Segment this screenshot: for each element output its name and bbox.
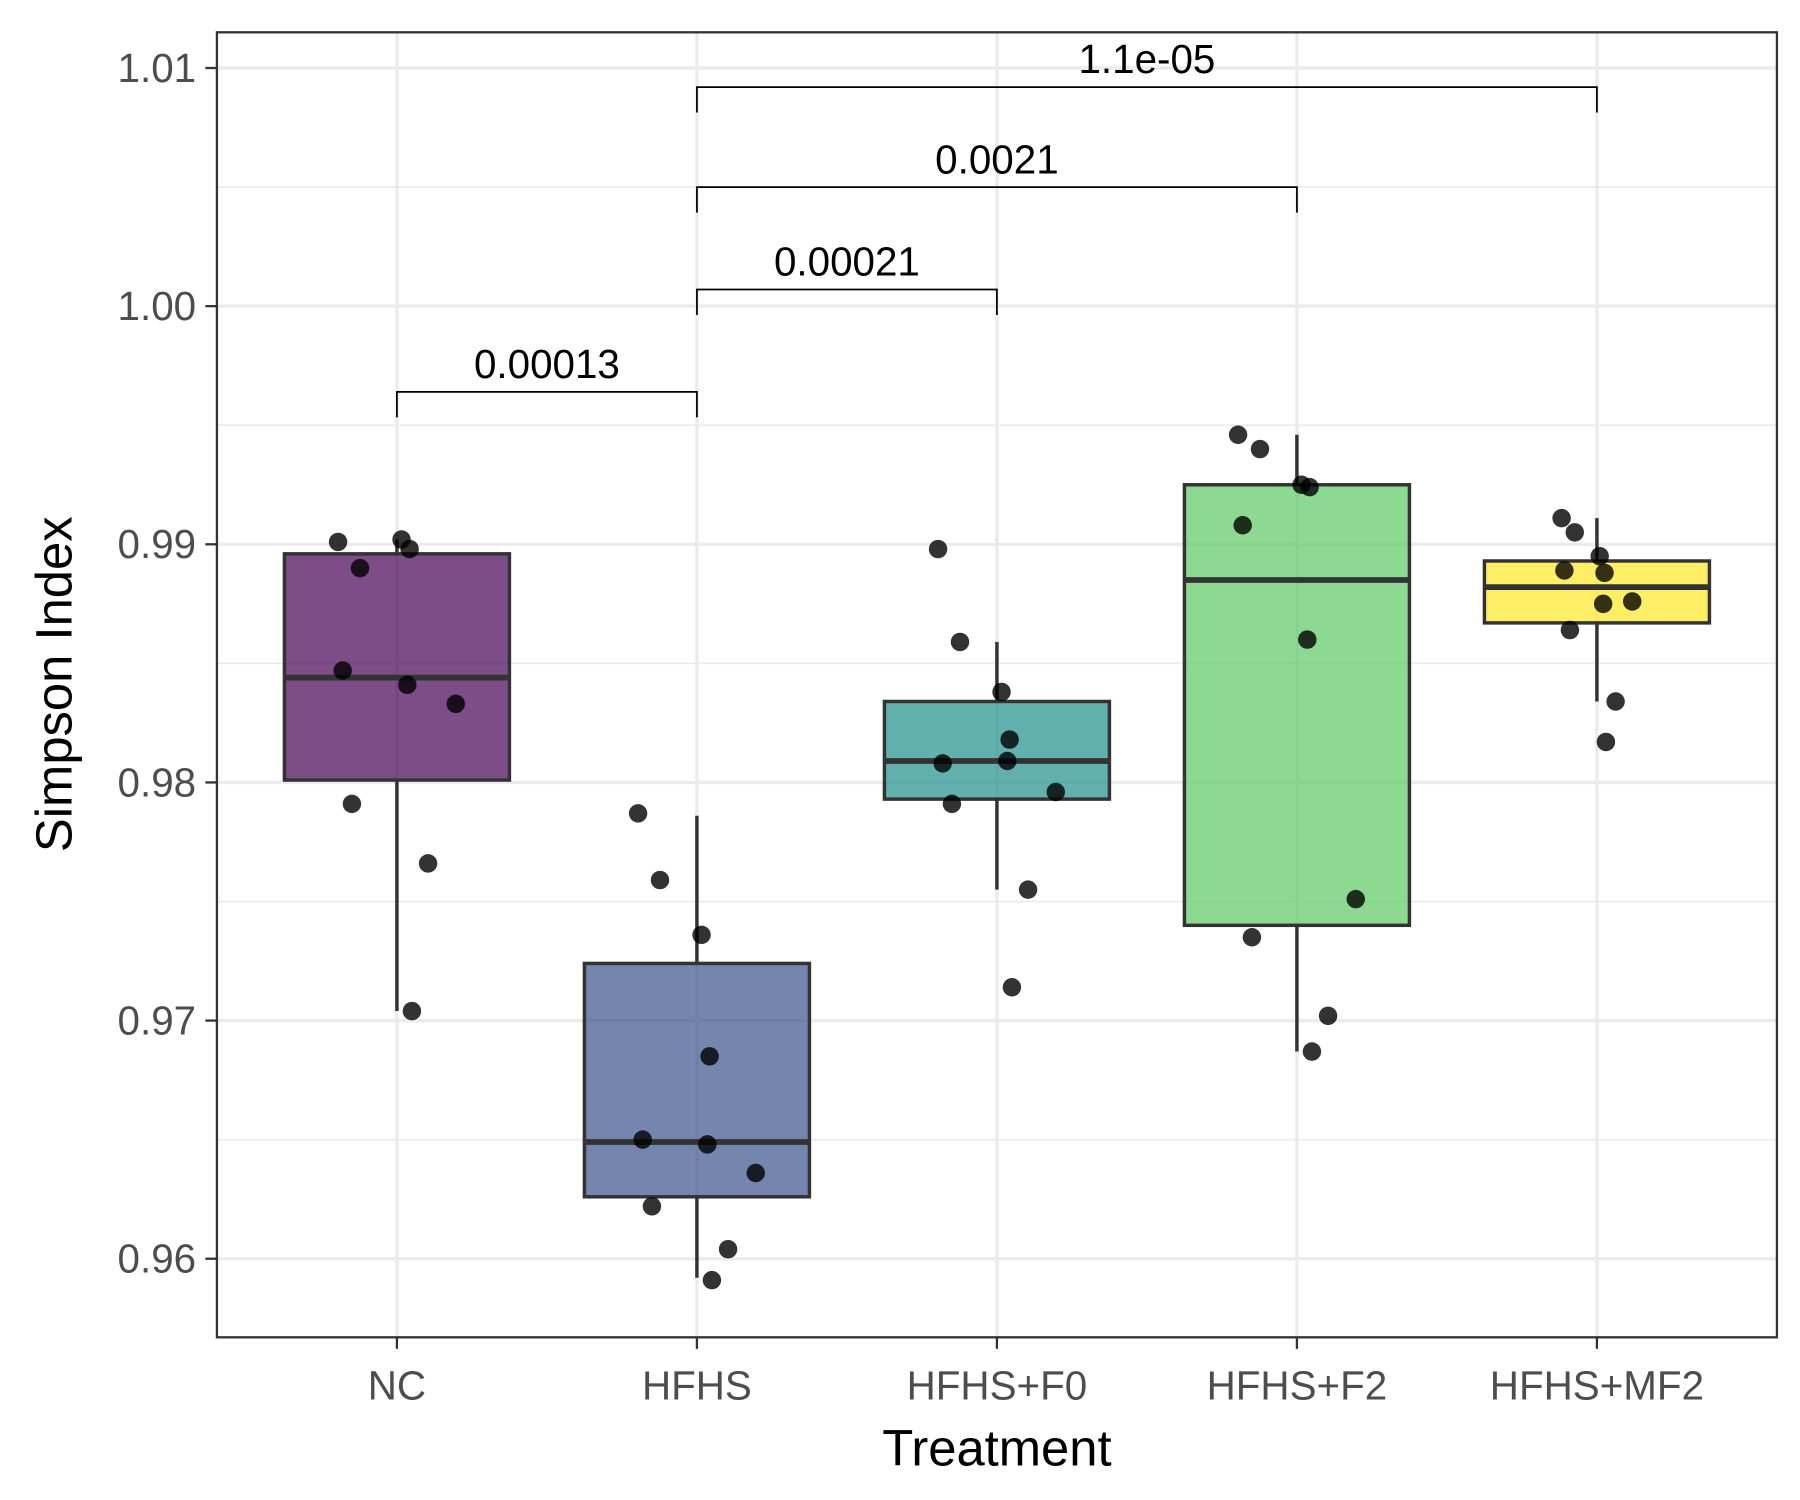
data-point <box>992 682 1011 702</box>
data-point <box>342 794 362 814</box>
y-tick-label: 0.96 <box>118 1236 197 1282</box>
data-point <box>998 751 1017 771</box>
bracket <box>696 186 1298 213</box>
data-point <box>1250 439 1270 459</box>
bracket <box>396 391 698 418</box>
data-point <box>928 539 948 559</box>
box-NC <box>282 552 512 782</box>
points <box>328 425 1642 1290</box>
data-point <box>1318 1006 1338 1026</box>
data-point <box>1046 782 1065 802</box>
data-point <box>650 870 670 890</box>
box-HFHS+F2 <box>1182 483 1412 928</box>
x-tick-label: NC <box>368 1363 426 1409</box>
data-point <box>700 1047 719 1066</box>
box-HFHS+F0 <box>882 699 1112 801</box>
data-point <box>328 532 348 552</box>
data-point <box>1302 1042 1322 1061</box>
significance-brackets: 0.00013 0.00021 0.0021 1.1e-05 <box>396 36 1598 418</box>
x-tick-label: HFHS+MF2 <box>1490 1363 1704 1409</box>
data-point <box>942 794 962 814</box>
y-tick-label: 0.97 <box>118 997 197 1043</box>
data-point <box>1346 889 1365 909</box>
data-point <box>402 1001 422 1021</box>
x-tick-label: HFHS <box>642 1363 752 1409</box>
p-value-label: 1.1e-05 <box>1078 36 1215 82</box>
data-point <box>1242 928 1262 947</box>
y-tick-label: 1.00 <box>118 283 197 329</box>
data-point <box>1595 563 1614 583</box>
bracket <box>696 86 1598 113</box>
data-point <box>1300 477 1319 497</box>
data-point <box>628 804 648 823</box>
y-tick-label: 0.98 <box>118 759 197 805</box>
data-point <box>1596 732 1616 752</box>
data-point <box>446 694 465 714</box>
data-point <box>933 754 952 773</box>
data-point <box>692 925 711 945</box>
data-point <box>1000 730 1019 749</box>
data-point <box>1228 425 1248 444</box>
data-point <box>698 1135 717 1154</box>
data-point <box>1560 620 1580 640</box>
x-axis-title: Treatment <box>882 1419 1111 1476</box>
data-point <box>333 661 352 680</box>
data-point <box>418 854 438 873</box>
box-HFHS <box>582 961 812 1199</box>
bracket <box>696 288 998 315</box>
data-point <box>1233 516 1252 535</box>
data-point <box>718 1239 738 1259</box>
data-point <box>1002 978 1022 997</box>
data-point <box>1565 523 1584 542</box>
data-point <box>642 1197 662 1216</box>
data-point <box>1018 880 1038 899</box>
x-tick-label: HFHS+F2 <box>1207 1363 1388 1409</box>
data-point <box>398 675 417 695</box>
x-tick-label: HFHS+F0 <box>907 1363 1088 1409</box>
data-point <box>350 558 370 578</box>
data-point <box>1593 594 1613 614</box>
data-point <box>1606 692 1625 711</box>
data-point <box>1623 592 1642 611</box>
data-point <box>1590 546 1609 566</box>
p-value-label: 0.00013 <box>474 341 620 387</box>
axes: 0.96 0.97 0.98 0.99 1.00 1.01 NC HFHS HFHS+F0 HFH… <box>118 45 1704 1409</box>
data-point <box>1298 630 1317 649</box>
boxes <box>282 434 1712 1278</box>
data-point <box>633 1130 652 1149</box>
p-value-label: 0.00021 <box>774 239 920 285</box>
p-value-label: 0.0021 <box>935 136 1059 182</box>
data-point <box>950 632 970 652</box>
data-point <box>1555 561 1574 580</box>
data-point <box>746 1163 765 1183</box>
data-point <box>400 539 419 559</box>
data-point <box>1552 508 1571 528</box>
data-point <box>702 1270 722 1290</box>
y-tick-label: 1.01 <box>118 45 197 91</box>
y-tick-label: 0.99 <box>118 521 197 567</box>
y-axis-title: Simpson Index <box>26 516 83 852</box>
